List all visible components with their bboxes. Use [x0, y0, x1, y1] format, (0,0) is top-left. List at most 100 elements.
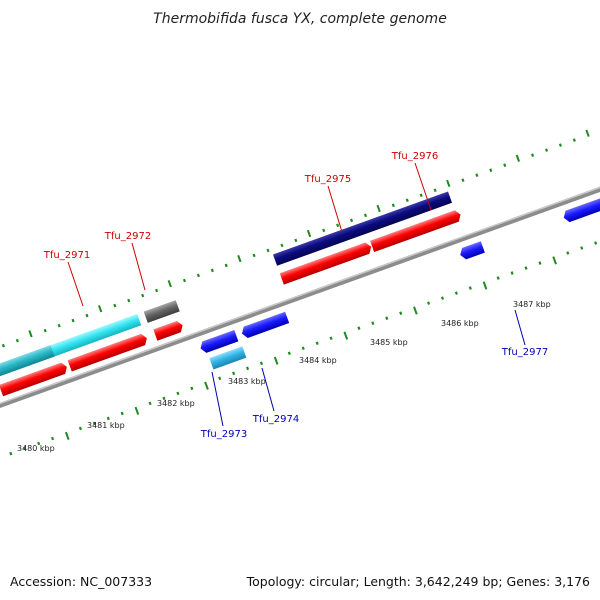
inner-minor-tick [566, 251, 570, 255]
inner-minor-tick [510, 271, 514, 275]
outer-minor-tick [391, 203, 395, 208]
outer-minor-tick [85, 313, 89, 318]
leader-tfu-2972 [131, 242, 146, 291]
outer-minor-tick [127, 298, 131, 303]
gene-label-tfu-2976[interactable]: Tfu_2976 [391, 151, 438, 162]
inner-major-tick [482, 281, 488, 290]
scale-label-3480: 3480 kbp [17, 444, 55, 453]
outer-minor-tick [280, 243, 284, 248]
inner-minor-tick [92, 421, 96, 426]
gene-tfu-2973-arrow[interactable] [199, 330, 239, 354]
genome-summary-text: Topology: circular; Length: 3,642,249 bp… [246, 574, 590, 589]
inner-minor-tick [148, 401, 152, 406]
outer-minor-tick [531, 153, 535, 157]
outer-minor-tick [322, 228, 326, 233]
inner-minor-tick [287, 351, 291, 356]
outer-major-tick [28, 330, 33, 338]
inner-ticks [9, 241, 598, 456]
inner-major-tick [64, 431, 70, 440]
inner-minor-tick [454, 291, 458, 295]
inner-major-tick [134, 406, 140, 415]
gene-tfu-2977-arrow[interactable] [458, 241, 485, 260]
outer-minor-tick [266, 248, 270, 253]
outer-major-tick [237, 254, 242, 263]
outer-minor-tick [113, 303, 117, 308]
inner-minor-tick [315, 341, 319, 346]
cds-red-2975[interactable] [279, 241, 373, 285]
inner-minor-tick [120, 411, 124, 416]
gene-label-tfu-2974[interactable]: Tfu_2974 [252, 414, 299, 425]
inner-major-tick [204, 381, 209, 390]
outer-minor-tick [503, 163, 507, 167]
cds-red-2972[interactable] [153, 320, 184, 341]
gene-label-tfu-2975[interactable]: Tfu_2975 [304, 174, 351, 185]
gene-label-tfu-2977[interactable]: Tfu_2977 [501, 347, 548, 358]
outer-tick-track [1, 129, 590, 348]
scale-label-3486: 3486 kbp [441, 319, 479, 328]
gene-label-tfu-2972[interactable]: Tfu_2972 [104, 231, 151, 242]
outer-minor-tick [572, 138, 576, 142]
inner-minor-tick [329, 336, 333, 341]
inner-minor-tick [78, 426, 82, 431]
outer-major-tick [376, 204, 381, 213]
leader-tfu-2973 [211, 371, 224, 427]
gene-tfu-2972-block[interactable] [143, 300, 180, 323]
outer-minor-tick [294, 238, 298, 243]
inner-minor-tick [232, 371, 236, 376]
inner-minor-tick [496, 276, 500, 280]
scale-label-3483: 3483 kbp [228, 377, 266, 386]
inner-minor-tick [427, 301, 431, 305]
inner-minor-tick [538, 261, 542, 265]
gene-tfu-2975-block[interactable] [272, 191, 453, 266]
outer-major-tick [585, 129, 590, 137]
gene-labels: Tfu_2971 Tfu_2972 Tfu_2975 Tfu_2976 Tfu_… [43, 151, 548, 440]
inner-minor-tick [440, 296, 445, 300]
outer-minor-tick [155, 288, 159, 293]
gene-label-tfu-2973[interactable]: Tfu_2973 [200, 429, 247, 440]
inner-minor-tick [190, 386, 194, 391]
outer-minor-tick [210, 268, 214, 273]
gene-tfu-2973-block[interactable] [209, 346, 247, 370]
inner-minor-tick [357, 326, 361, 330]
gene-label-tfu-2971[interactable]: Tfu_2971 [43, 250, 90, 261]
gene-right-edge-arrow[interactable] [562, 197, 600, 223]
outer-minor-tick [196, 273, 200, 278]
outer-minor-tick [350, 218, 354, 223]
inner-minor-tick [162, 396, 166, 401]
outer-major-tick [446, 179, 451, 188]
cds-red-2971[interactable] [67, 332, 149, 372]
inner-minor-tick [524, 266, 528, 270]
scale-label-3481: 3481 kbp [87, 421, 125, 430]
inner-minor-tick [399, 311, 403, 315]
inner-major-tick [552, 256, 557, 265]
inner-major-tick [273, 356, 279, 365]
inner-minor-tick [37, 441, 41, 446]
leader-tfu-2976 [414, 162, 432, 211]
outer-major-tick [306, 229, 312, 238]
outer-minor-tick [71, 318, 75, 323]
inner-minor-tick [259, 361, 264, 366]
inner-minor-tick [371, 321, 375, 325]
scale-label-3485: 3485 kbp [370, 338, 408, 347]
map-title: Thermobifida fusca YX, complete genome [153, 11, 447, 27]
inner-minor-tick [106, 416, 110, 421]
inner-minor-tick [9, 451, 13, 456]
outer-minor-tick [1, 343, 5, 348]
scale-label-3487: 3487 kbp [513, 300, 551, 309]
reverse-genes [199, 197, 600, 370]
inner-major-tick [343, 331, 349, 340]
outer-ticks [1, 129, 590, 348]
scale-label-3484: 3484 kbp [299, 356, 337, 365]
gene-teal-block[interactable] [0, 345, 55, 378]
gene-tfu-2974-arrow[interactable] [240, 311, 290, 340]
outer-minor-tick [224, 263, 228, 268]
outer-major-tick [515, 154, 521, 162]
accession-text: Accession: NC_007333 [10, 574, 153, 589]
cds-red-2976[interactable] [370, 209, 463, 253]
leader-tfu-2977 [514, 309, 526, 346]
outer-minor-tick [363, 213, 368, 218]
cds-red-left[interactable] [0, 361, 69, 397]
genome-backbone [0, 173, 600, 422]
outer-minor-tick [419, 193, 423, 198]
